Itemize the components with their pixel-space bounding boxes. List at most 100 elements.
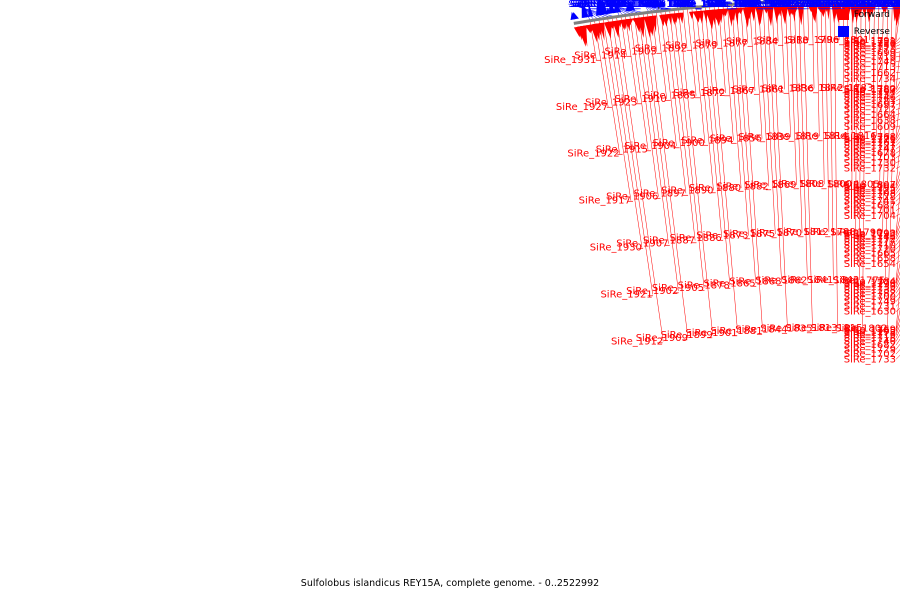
gene-label: SiRe_1825 — [604, 0, 656, 10]
label-leader-line — [687, 8, 697, 96]
gene-label: SiRe_1742 — [857, 0, 900, 10]
gene-label: SiRe_1698 — [896, 0, 900, 10]
gene-label: SiRe_1784 — [844, 276, 896, 287]
gene-label: SiRe_1548 — [896, 0, 900, 10]
label-leader-line — [820, 0, 825, 185]
gene-label: SiRe_1854 — [896, 0, 900, 10]
forward-feature — [730, 8, 736, 21]
gene-label: SiRe_1534 — [896, 0, 900, 10]
forward-feature — [581, 25, 588, 47]
gene-label: SiRe_1831 — [896, 0, 900, 10]
gene-label: SiRe_1722 — [844, 105, 896, 116]
label-leader-line — [872, 0, 875, 89]
reverse-feature — [660, 0, 666, 7]
reverse-feature — [684, 0, 691, 5]
gene-label: SiRe_1710 — [844, 240, 896, 251]
forward-feature — [780, 5, 789, 25]
gene-label: SiRe_1723 — [844, 186, 896, 197]
gene-label: SiRe_1636 — [896, 0, 900, 10]
gene-label: SiRe_1906 — [606, 192, 658, 203]
reverse-feature — [608, 0, 616, 14]
forward-feature — [855, 4, 864, 18]
label-leader-line — [785, 1, 791, 138]
label-leader-line — [858, 0, 862, 281]
gene-label: SiRe_1542 — [896, 0, 900, 10]
gene-label: SiRe_1680 — [896, 0, 900, 10]
forward-feature — [612, 20, 620, 38]
gene-label: SiRe_1814 — [796, 131, 848, 142]
label-leader-lines — [568, 0, 900, 360]
label-leader-line — [876, 0, 880, 137]
gene-label: SiRe_1821 — [711, 0, 763, 10]
gene-label: SiRe_1816 — [824, 131, 876, 142]
gene-label: SiRe_1864 — [896, 0, 900, 10]
label-leader-line — [638, 13, 669, 244]
label-leader-line — [882, 0, 889, 233]
gene-label: SiRe_1765 — [844, 326, 896, 337]
gene-label: SiRe_1862 — [755, 276, 807, 287]
forward-feature — [617, 20, 622, 28]
label-leader-line — [611, 17, 653, 295]
gene-label: SiRe_1880 — [689, 183, 741, 194]
gene-label: SiRe_1820 — [738, 0, 790, 10]
gene-label: SiRe_1878 — [678, 280, 730, 291]
reverse-feature — [600, 0, 608, 15]
gene-label: SiRe_1769 — [844, 324, 896, 335]
gene-label: SiRe_1796 — [787, 35, 839, 46]
label-leader-line — [802, 0, 813, 329]
gene-label: SiRe_1887 — [643, 236, 695, 247]
forward-feature — [734, 7, 739, 27]
label-leader-line — [862, 0, 866, 329]
gene-label: SiRe_1767 — [844, 138, 896, 149]
gene-label: SiRe_1634 — [896, 0, 900, 10]
forward-feature — [812, 4, 818, 24]
gene-label: SiRe_1853 — [896, 0, 900, 10]
gene-label: SiRe_1872 — [673, 88, 725, 99]
forward-feature — [671, 13, 679, 23]
gene-label: SiRe_1849 — [605, 0, 657, 10]
gene-label: SiRe_1781 — [844, 96, 896, 107]
gene-label: SiRe_1730 — [844, 158, 896, 169]
gene-label: SiRe_1777 — [844, 237, 896, 248]
gene-label: SiRe_1857 — [639, 0, 691, 10]
gene-label: SiRe_1773 — [844, 44, 896, 55]
gene-label: SiRe_1697 — [844, 100, 896, 111]
gene-label: SiRe_1851 — [570, 0, 622, 10]
gene-label: SiRe_1874 — [643, 0, 695, 10]
gene-features — [570, 0, 900, 47]
label-leader-line — [895, 119, 900, 121]
gene-label: SiRe_1830 — [578, 0, 630, 10]
label-leader-line — [647, 12, 689, 339]
label-leader-line — [884, 0, 893, 281]
gene-label: SiRe_1782 — [844, 288, 896, 299]
gene-label: SiRe_1761 — [799, 0, 851, 10]
gene-label: SiRe_1677 — [896, 0, 900, 10]
gene-label: SiRe_1676 — [896, 0, 900, 10]
gene-label: SiRe_1847 — [674, 0, 726, 10]
gene-label: SiRe_1721 — [839, 0, 891, 10]
gene-label: SiRe_1907 — [616, 239, 668, 250]
label-leader-line — [780, 1, 785, 90]
gene-label: SiRe_1858 — [896, 0, 900, 10]
gene-label: SiRe_1724 — [831, 0, 883, 10]
label-leader-line — [895, 50, 900, 89]
label-leader-line — [767, 2, 782, 282]
gene-label: SiRe_1823 — [708, 0, 760, 10]
gene-label: SiRe_1776 — [844, 133, 896, 144]
reverse-feature — [653, 0, 662, 8]
gene-label: SiRe_1829 — [568, 0, 620, 10]
gene-label: SiRe_1860 — [896, 0, 900, 10]
gene-label: SiRe_1905 — [652, 283, 704, 294]
label-leader-line — [895, 143, 900, 186]
legend-label-forward: Forward — [853, 9, 890, 20]
gene-label: SiRe_1795 — [844, 280, 896, 291]
gene-label: SiRe_1848 — [641, 0, 693, 10]
label-leader-line — [664, 10, 687, 194]
gene-label: SiRe_1850 — [610, 0, 662, 10]
gene-label: SiRe_1806 — [735, 0, 787, 10]
label-leader-line — [895, 170, 900, 187]
gene-label: SiRe_1575 — [896, 0, 900, 10]
gene-label: SiRe_1602 — [896, 0, 900, 10]
label-leader-line — [825, 0, 830, 233]
